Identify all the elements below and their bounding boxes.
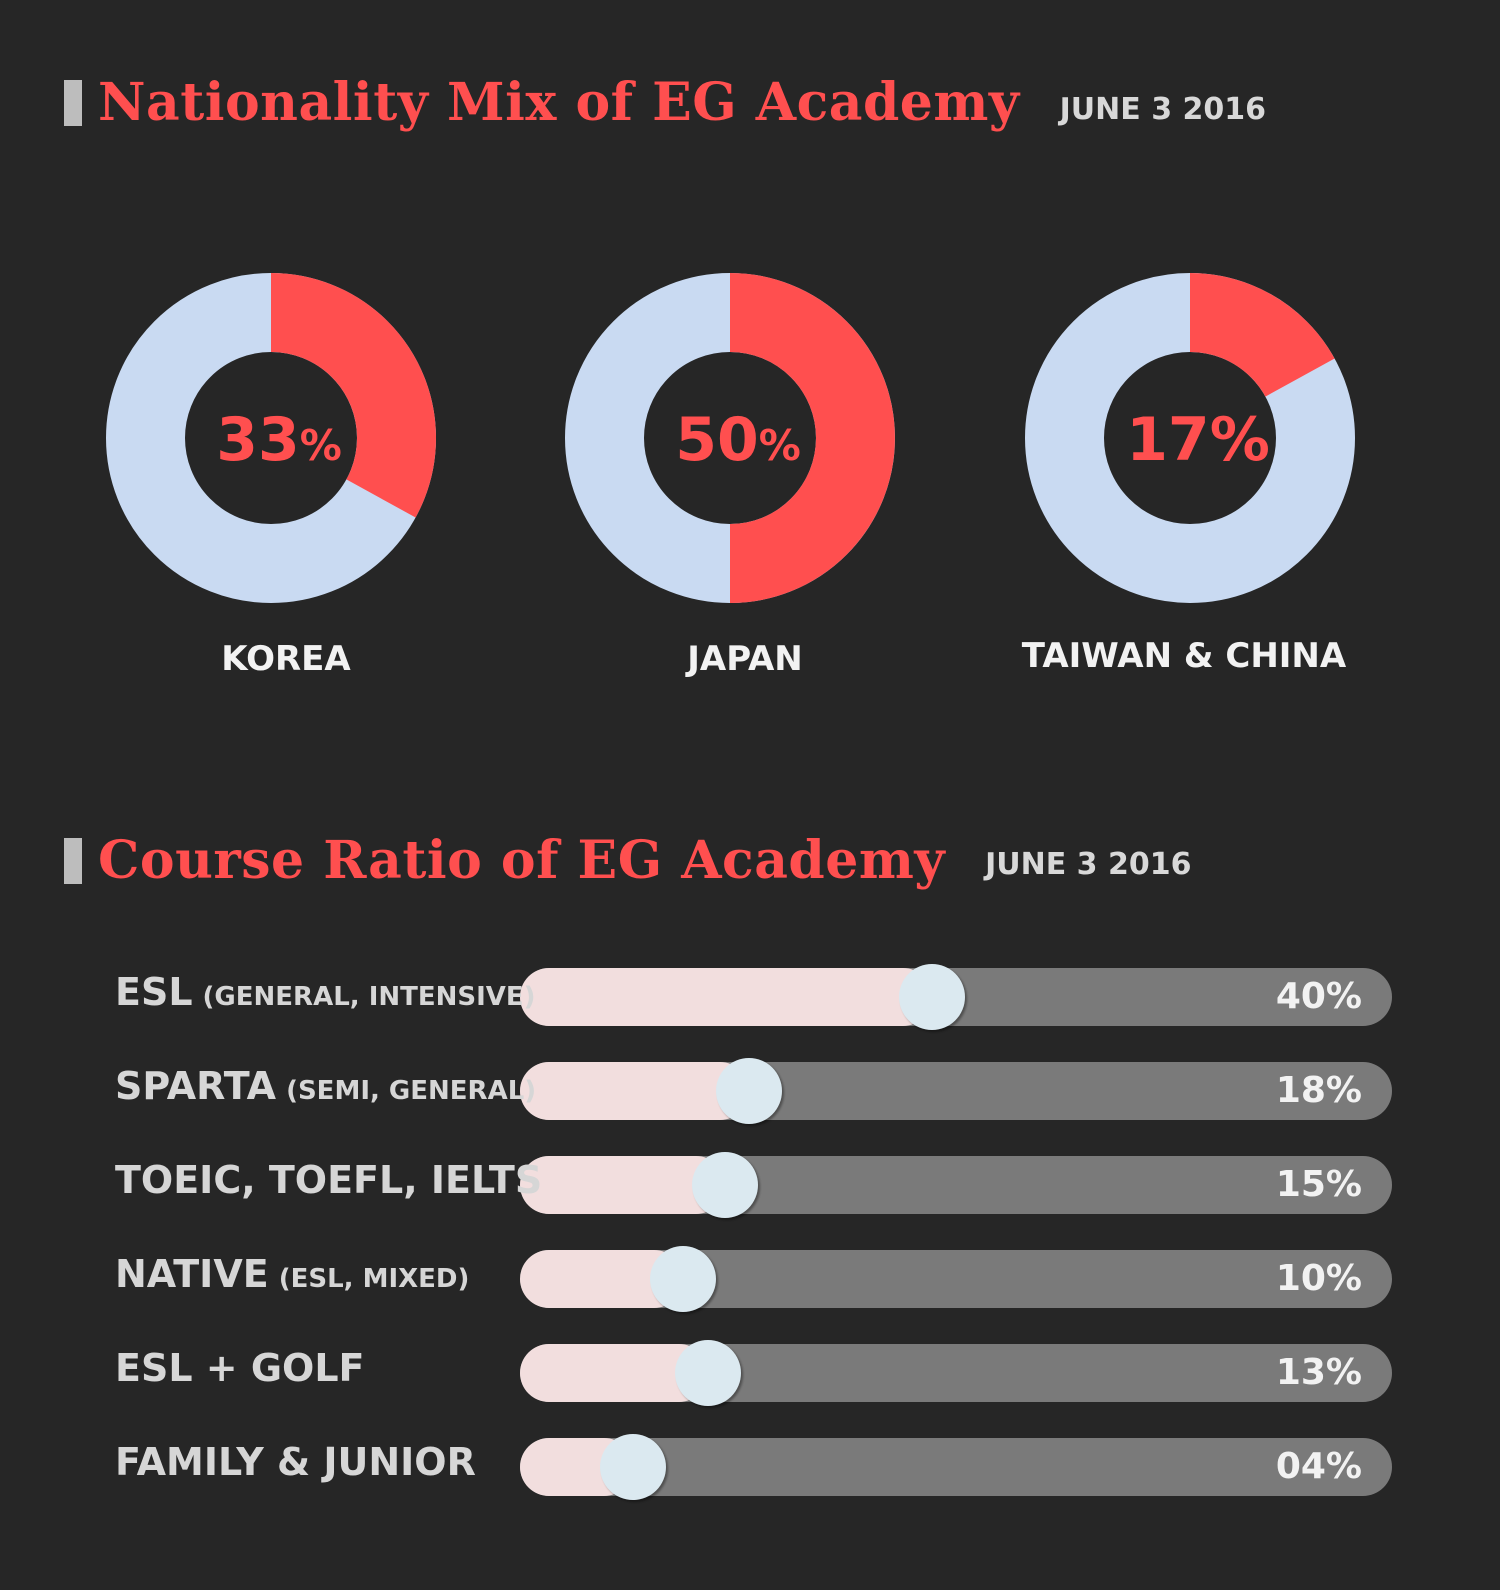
nationality-donut-charts: 33% KOREA 50% JAPAN 17% TAIWAN & CHINA bbox=[106, 273, 1355, 679]
nationality-header: Nationality Mix of EG Academy JUNE 3 201… bbox=[64, 72, 1266, 133]
course-bar-value: 15% bbox=[1275, 1164, 1362, 1205]
donut-category-label: TAIWAN & CHINA bbox=[1022, 636, 1347, 676]
course-name: ESL bbox=[115, 970, 193, 1014]
course-bar-track: 13% bbox=[520, 1340, 1392, 1406]
course-bar-value: 18% bbox=[1275, 1070, 1362, 1111]
course-label: FAMILY & JUNIOR bbox=[115, 1440, 476, 1484]
donut-category-label: KOREA bbox=[221, 639, 351, 679]
course-name: FAMILY & JUNIOR bbox=[115, 1440, 476, 1484]
nationality-title: Nationality Mix of EG Academy bbox=[98, 72, 1020, 133]
course-bar-fill bbox=[520, 968, 932, 1026]
course-name: SPARTA bbox=[115, 1064, 277, 1108]
course-bar-value: 04% bbox=[1275, 1446, 1362, 1487]
course-bar-value: 13% bbox=[1275, 1352, 1362, 1393]
nationality-date: JUNE 3 2016 bbox=[1059, 92, 1267, 127]
donut-value-label: 17% bbox=[1126, 405, 1270, 475]
course-bar-track: 10% bbox=[520, 1246, 1392, 1312]
course-label: TOEIC, TOEFL, IELTS bbox=[115, 1158, 542, 1202]
course-bar-fill bbox=[520, 1156, 725, 1214]
donut-japan: 50% JAPAN bbox=[565, 273, 895, 679]
course-bar-fill bbox=[520, 1062, 750, 1120]
donut-slice bbox=[271, 273, 437, 518]
header-accent-bar bbox=[64, 79, 82, 126]
donut-category-label: JAPAN bbox=[685, 639, 803, 679]
donut-value-label: 50% bbox=[675, 405, 801, 475]
course-bar-track: 18% bbox=[520, 1058, 1392, 1124]
course-name: NATIVE bbox=[115, 1252, 269, 1296]
course-header: Course Ratio of EG Academy JUNE 3 2016 bbox=[64, 830, 1191, 891]
course-subtitle: (SEMI, GENERAL) bbox=[286, 1076, 537, 1106]
course-date: JUNE 3 2016 bbox=[985, 847, 1192, 882]
donut-slice bbox=[1190, 273, 1335, 397]
course-label: ESL (GENERAL, INTENSIVE) bbox=[115, 970, 536, 1014]
donut-korea: 33% KOREA bbox=[106, 273, 437, 679]
course-bar-knob bbox=[716, 1058, 783, 1124]
course-label: SPARTA (SEMI, GENERAL) bbox=[115, 1064, 536, 1108]
course-bar-knob bbox=[691, 1152, 758, 1218]
donut-slice bbox=[730, 273, 895, 603]
course-bar-value: 10% bbox=[1275, 1258, 1362, 1299]
course-label: NATIVE (ESL, MIXED) bbox=[115, 1252, 469, 1296]
course-name: TOEIC, TOEFL, IELTS bbox=[115, 1158, 543, 1202]
course-bar-track: 04% bbox=[520, 1434, 1392, 1500]
course-name: ESL + GOLF bbox=[115, 1346, 365, 1390]
donut-value-label: 33% bbox=[216, 405, 342, 475]
course-label: ESL + GOLF bbox=[115, 1346, 365, 1390]
course-bar-knob bbox=[600, 1434, 667, 1500]
course-subtitle: (GENERAL, INTENSIVE) bbox=[202, 982, 536, 1012]
course-bar-knob bbox=[899, 964, 965, 1030]
course-bar-track: 40% bbox=[520, 964, 1392, 1030]
course-subtitle: (ESL, MIXED) bbox=[278, 1264, 470, 1294]
donut-taiwan-china: 17% TAIWAN & CHINA bbox=[1022, 273, 1355, 676]
course-bar-knob bbox=[650, 1246, 716, 1312]
header-accent-bar bbox=[64, 837, 82, 884]
course-bar-knob bbox=[674, 1340, 741, 1406]
course-title: Course Ratio of EG Academy bbox=[98, 830, 946, 891]
course-bar-value: 40% bbox=[1275, 976, 1362, 1017]
course-bar-track: 15% bbox=[520, 1152, 1392, 1218]
